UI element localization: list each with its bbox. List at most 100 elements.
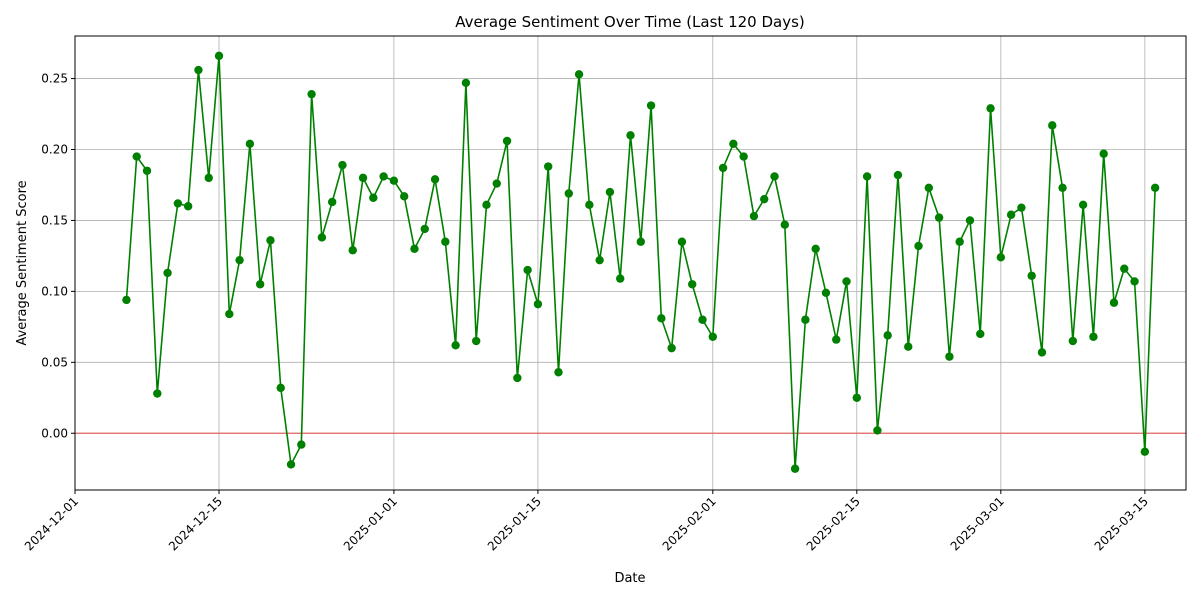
y-axis-label: Average Sentiment Score [15, 180, 30, 345]
data-point [389, 176, 399, 185]
data-point [533, 299, 543, 309]
data-point [646, 101, 656, 110]
data-point [399, 192, 409, 201]
x-tick-label: 2024-12-15 [166, 494, 225, 553]
data-point [832, 335, 841, 344]
data-point [605, 187, 615, 197]
x-tick-label: 2025-03-01 [948, 494, 1007, 553]
data-point [718, 163, 728, 173]
data-point [1048, 121, 1057, 130]
data-point [698, 315, 707, 324]
data-point [739, 152, 748, 161]
data-point [852, 393, 862, 402]
data-point [307, 89, 316, 99]
x-tick-label: 2025-02-01 [660, 494, 719, 553]
data-point [451, 341, 460, 350]
data-point [297, 440, 306, 449]
data-point [585, 200, 594, 210]
data-point [657, 314, 666, 323]
data-point [976, 329, 985, 339]
data-point [574, 70, 584, 79]
data-point [790, 464, 800, 473]
data-point [163, 268, 172, 278]
data-point [194, 65, 203, 75]
y-tick-label: 0.15 [41, 213, 68, 227]
data-point [173, 199, 183, 208]
data-point [338, 160, 347, 170]
plot-frame [74, 35, 1187, 491]
data-point [811, 244, 820, 254]
grid-lines [74, 36, 1186, 490]
data-point [379, 172, 388, 181]
data-point [348, 246, 357, 255]
x-tick-label: 2025-03-15 [1092, 494, 1151, 553]
data-point [729, 139, 738, 149]
data-point [616, 274, 625, 283]
y-tick-label: 0.25 [41, 72, 68, 86]
data-point [153, 389, 162, 398]
data-point [1099, 149, 1108, 158]
y-tick-label: 0.00 [41, 426, 68, 440]
data-point [286, 460, 296, 469]
data-point [266, 236, 275, 245]
data-point [636, 237, 645, 246]
y-axis-ticks: 0.00 0.05 0.10 0.15 0.20 0.25 [41, 72, 75, 440]
data-point [842, 277, 851, 286]
data-point [225, 309, 234, 319]
data-point [327, 197, 337, 207]
data-point [1140, 447, 1150, 456]
data-point [430, 175, 440, 184]
data-point [821, 288, 831, 297]
data-point [924, 183, 934, 193]
data-point [142, 166, 152, 175]
x-tick-label: 2024-12-01 [22, 494, 81, 553]
data-point [369, 193, 378, 202]
data-point [914, 241, 923, 251]
data-point [255, 280, 265, 289]
data-point [801, 315, 810, 324]
data-point [441, 237, 450, 246]
data-point [760, 194, 769, 204]
data-point [492, 179, 501, 188]
data-point [1027, 271, 1036, 280]
data-point [1017, 203, 1026, 212]
data-point [667, 343, 676, 353]
data-point [688, 280, 697, 289]
data-point [945, 352, 954, 361]
data-point [1120, 264, 1129, 273]
data-point [214, 51, 224, 61]
chart-title: Average Sentiment Over Time (Last 120 Da… [455, 13, 805, 31]
y-tick-label: 0.05 [41, 355, 68, 369]
data-point [986, 104, 995, 113]
data-point [245, 139, 255, 149]
data-point [780, 220, 790, 229]
data-point [204, 173, 213, 183]
data-point [358, 173, 368, 183]
data-point [1089, 332, 1098, 341]
data-point [1078, 200, 1088, 210]
data-point [677, 237, 687, 246]
data-point [626, 131, 635, 140]
data-point [471, 336, 481, 346]
data-point [235, 255, 244, 265]
data-point [544, 162, 553, 171]
data-point [410, 244, 419, 254]
data-point [502, 136, 512, 146]
data-point [893, 170, 903, 180]
data-point [965, 216, 975, 225]
data-point [1150, 183, 1160, 193]
x-axis-label: Date [614, 571, 645, 586]
data-point [132, 152, 141, 161]
x-tick-label: 2025-01-15 [485, 494, 544, 553]
data-point [513, 373, 522, 383]
x-axis-ticks: 2024-12-01 2024-12-15 2025-01-01 2025-01-15… [22, 490, 1151, 553]
data-point [1068, 336, 1078, 346]
data-point [122, 295, 131, 305]
data-point [770, 172, 779, 181]
data-point [482, 200, 491, 210]
data-point [708, 332, 717, 341]
data-point [523, 265, 532, 275]
data-point [564, 189, 573, 198]
x-tick-label: 2025-01-01 [341, 494, 400, 553]
